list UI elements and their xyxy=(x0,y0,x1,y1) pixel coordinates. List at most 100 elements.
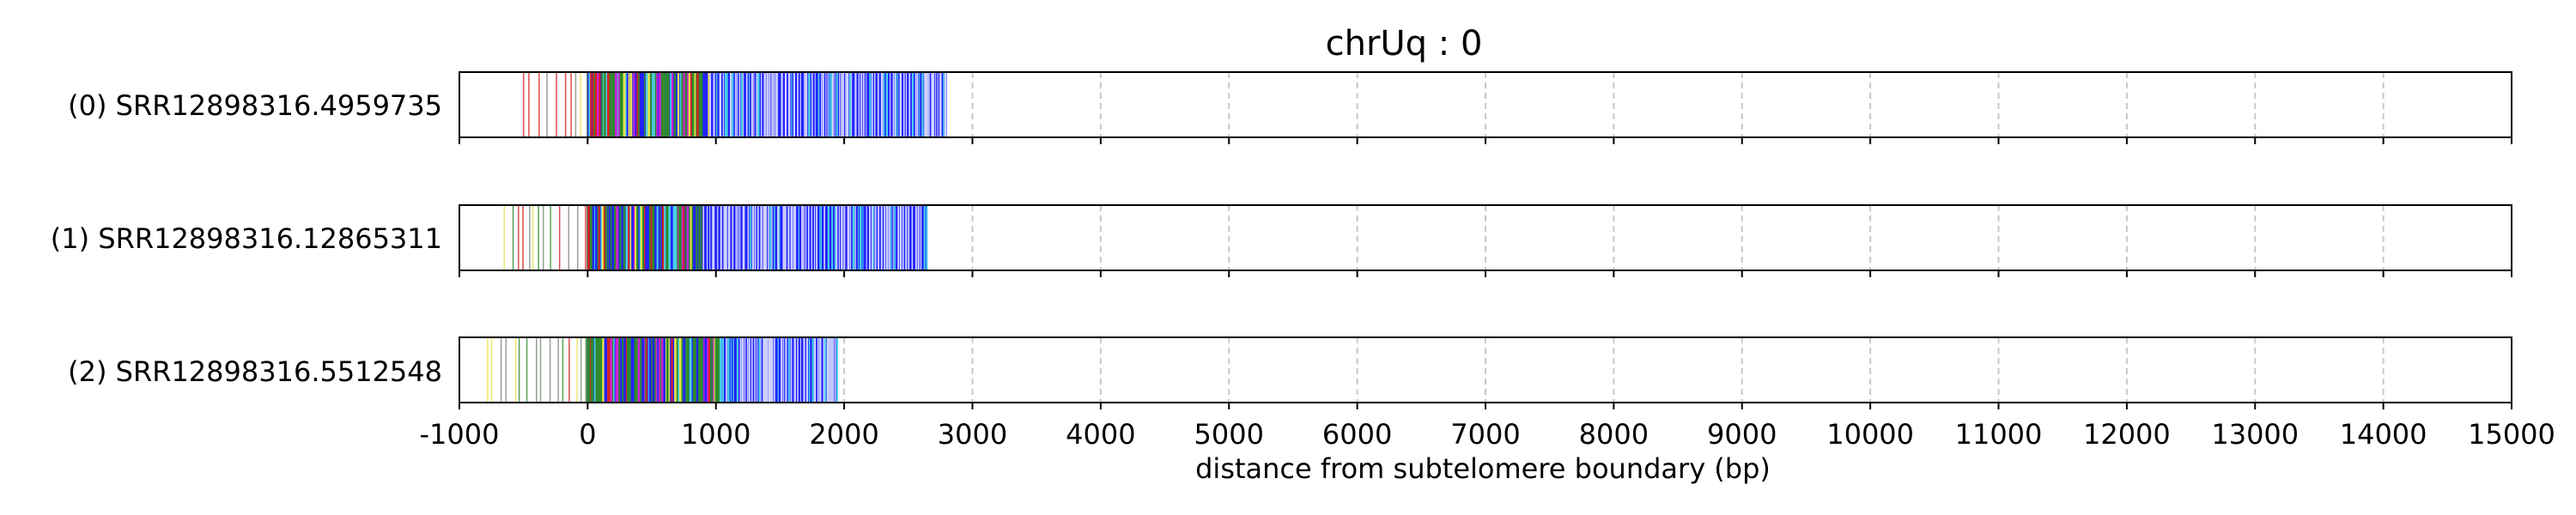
repeat-gap-0 xyxy=(943,72,945,137)
x-tick-label-6: 5000 xyxy=(1194,418,1264,451)
repeat-gap-0 xyxy=(805,72,808,137)
x-tick-label-0: -1000 xyxy=(420,418,500,451)
tvr-stripe-0 xyxy=(650,72,653,137)
tvr-stripe-1 xyxy=(608,205,612,270)
tvr-stripe-1 xyxy=(650,205,653,270)
repeat-gap-0 xyxy=(880,72,884,137)
tvr-stripe-0 xyxy=(700,72,703,137)
repeat-gap-1 xyxy=(884,205,886,270)
repeat-gap-1 xyxy=(706,205,708,270)
tvr-stripe-1 xyxy=(697,205,699,270)
repeat-gap-0 xyxy=(766,72,769,137)
repeat-gap-1 xyxy=(862,205,864,270)
tvr-stripe-2 xyxy=(591,337,593,403)
repeat-gap-2 xyxy=(774,337,775,403)
repeat-gap-2 xyxy=(760,337,762,403)
repeat-gap-0 xyxy=(799,72,801,137)
tvr-stripe-2 xyxy=(699,337,702,403)
tvr-stripe-0 xyxy=(673,72,677,137)
repeat-gap-0 xyxy=(793,72,796,137)
repeat-gap-0 xyxy=(944,72,947,137)
tvr-stripe-2 xyxy=(615,337,618,403)
repeat-gap-0 xyxy=(925,72,928,137)
tvr-stripe-2 xyxy=(637,337,641,403)
repeat-gap-0 xyxy=(899,72,902,137)
repeat-gap-1 xyxy=(880,205,883,270)
repeat-gap-0 xyxy=(914,72,917,137)
repeat-gap-1 xyxy=(843,205,846,270)
tvr-stripe-2 xyxy=(622,337,624,403)
x-tick-label-10: 9000 xyxy=(1707,418,1777,451)
repeat-gap-2 xyxy=(748,337,750,403)
tvr-stripe-2 xyxy=(672,337,675,403)
tvr-stripe-2 xyxy=(710,337,712,403)
repeat-gap-2 xyxy=(726,337,727,403)
repeat-gap-2 xyxy=(799,337,801,403)
tvr-stripe-2 xyxy=(703,337,705,403)
tvr-stripe-0 xyxy=(683,72,686,137)
repeat-gap-0 xyxy=(743,72,744,137)
tvr-stripe-0 xyxy=(708,72,711,137)
repeat-gap-2 xyxy=(762,337,765,403)
tvr-stripe-0 xyxy=(619,72,623,137)
repeat-gap-1 xyxy=(871,205,873,270)
tvr-stripe-0 xyxy=(665,72,667,137)
tvr-stripe-2 xyxy=(681,337,684,403)
tvr-stripe-2 xyxy=(610,337,614,403)
tvr-stripe-2 xyxy=(657,337,660,403)
repeat-gap-1 xyxy=(726,205,727,270)
repeat-gap-2 xyxy=(805,337,808,403)
repeat-gap-2 xyxy=(808,337,811,403)
tvr-stripe-1 xyxy=(691,205,694,270)
repeat-gap-2 xyxy=(764,337,767,403)
tvr-stripe-2 xyxy=(647,337,650,403)
tvr-stripe-0 xyxy=(656,72,659,137)
repeat-gap-0 xyxy=(775,72,777,137)
tvr-stripe-1 xyxy=(701,205,702,270)
tvr-stripe-2 xyxy=(708,337,711,403)
tvr-stripe-0 xyxy=(628,72,630,137)
repeat-gap-0 xyxy=(763,72,766,137)
tvr-stripe-0 xyxy=(696,72,699,137)
tvr-stripe-2 xyxy=(646,337,648,403)
repeat-gap-0 xyxy=(753,72,755,137)
tvr-stripe-0 xyxy=(596,72,600,137)
tvr-stripe-0 xyxy=(626,72,630,137)
repeat-gap-0 xyxy=(722,72,725,137)
repeat-gap-0 xyxy=(734,72,737,137)
repeat-gap-1 xyxy=(878,205,880,270)
tvr-stripe-0 xyxy=(646,72,649,137)
repeat-gap-0 xyxy=(911,72,914,137)
repeat-gap-2 xyxy=(769,337,771,403)
tvr-stripe-2 xyxy=(634,337,636,403)
repeat-gap-1 xyxy=(874,205,877,270)
repeat-gap-2 xyxy=(746,337,749,403)
tvr-stripe-1 xyxy=(660,205,663,270)
tvr-stripe-0 xyxy=(647,72,651,137)
repeat-gap-1 xyxy=(732,205,734,270)
tvr-stripe-0 xyxy=(654,72,658,137)
repeat-gap-0 xyxy=(851,72,853,137)
tvr-stripe-0 xyxy=(590,72,592,137)
tvr-stripe-1 xyxy=(679,205,683,270)
repeat-gap-0 xyxy=(741,72,743,137)
x-tick-label-2: 1000 xyxy=(681,418,750,451)
repeat-gap-0 xyxy=(894,72,896,137)
repeat-gap-1 xyxy=(811,205,813,270)
repeat-gap-2 xyxy=(790,337,793,403)
tvr-stripe-0 xyxy=(667,72,670,137)
repeat-gap-0 xyxy=(869,72,872,137)
tvr-stripe-0 xyxy=(607,72,610,137)
tvr-stripe-0 xyxy=(601,72,605,137)
repeat-gap-0 xyxy=(773,72,775,137)
repeat-gap-1 xyxy=(914,205,917,270)
tvr-stripe-1 xyxy=(598,205,600,270)
repeat-gap-2 xyxy=(766,337,769,403)
x-tick-label-16: 15000 xyxy=(2468,418,2555,451)
tvr-stripe-2 xyxy=(713,337,715,403)
repeat-gap-1 xyxy=(755,205,756,270)
tvr-stripe-1 xyxy=(659,205,662,270)
repeat-gap-0 xyxy=(777,72,779,137)
tvr-stripe-0 xyxy=(677,72,680,137)
